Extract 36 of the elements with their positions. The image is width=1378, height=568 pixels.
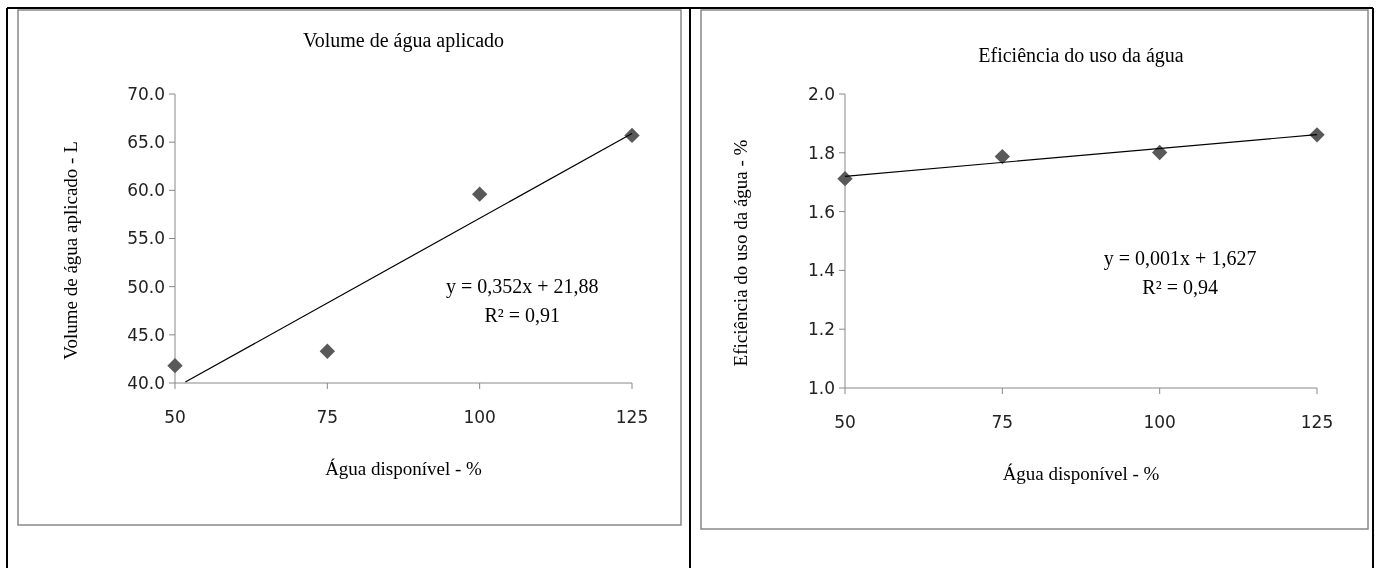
annotation: y = 0,001x + 1,627 <box>1103 246 1257 270</box>
chart-title: Eficiência do uso da água <box>978 44 1184 67</box>
point <box>624 127 640 144</box>
annotation: R² = 0,94 <box>1142 275 1218 298</box>
y-tick-label: 1.6 <box>807 201 835 222</box>
x-tick-label: 125 <box>615 407 649 427</box>
x-axis-title: Água disponível - % <box>325 458 483 479</box>
y-tick-label: 50.0 <box>127 276 165 297</box>
x-tick-label: 75 <box>991 412 1014 432</box>
y-tick-label: 65.0 <box>127 132 165 153</box>
y-tick-label: 1.4 <box>807 260 835 281</box>
y-tick-label: 70.0 <box>127 83 165 104</box>
point <box>319 343 335 359</box>
point <box>167 357 183 374</box>
y-tick-label: 55.0 <box>127 228 165 249</box>
point <box>472 186 488 202</box>
y-tick-label: 60.0 <box>127 180 165 201</box>
x-axis-title: Água disponível - % <box>1002 463 1160 484</box>
x-tick-label: 125 <box>1300 412 1334 432</box>
y-tick-label: 45.0 <box>127 324 165 345</box>
y-axis-title: Eficiência do uso da água - % <box>730 139 751 367</box>
y-tick-label: 1.2 <box>807 319 835 340</box>
y-axis-title: Volume de água aplicado - L <box>60 141 81 360</box>
y-tick-label: 1.8 <box>807 142 835 163</box>
point <box>994 148 1010 165</box>
annotation: R² = 0,91 <box>484 304 561 327</box>
x-tick-label: 50 <box>164 407 186 427</box>
annotation: y = 0,352x + 21,88 <box>446 275 599 299</box>
x-tick-label: 100 <box>463 407 496 427</box>
x-tick-label: 100 <box>1143 412 1176 432</box>
y-tick-label: 40.0 <box>127 372 165 393</box>
x-tick-label: 75 <box>316 407 339 427</box>
x-tick-label: 50 <box>834 412 856 432</box>
y-tick-label: 2.0 <box>807 83 835 104</box>
chart-title: Volume de água aplicado <box>302 29 505 52</box>
y-tick-label: 1.0 <box>807 377 835 398</box>
